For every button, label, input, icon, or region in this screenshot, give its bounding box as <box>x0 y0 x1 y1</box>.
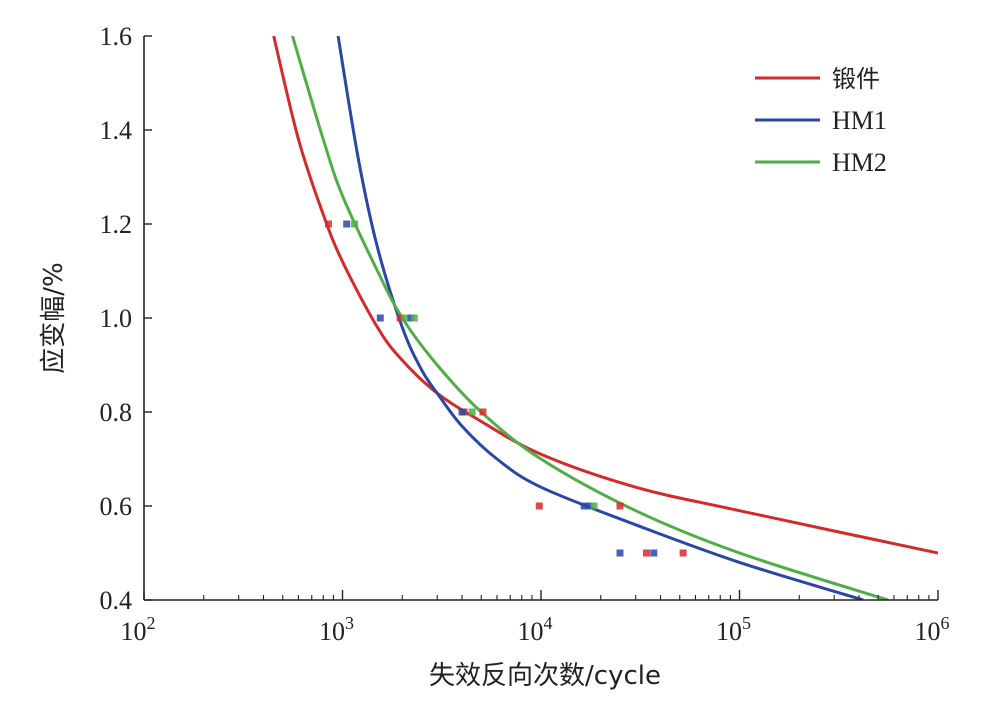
data-point <box>324 220 332 228</box>
data-point <box>400 314 408 322</box>
y-axis-title: 应变幅/% <box>39 262 69 373</box>
data-point <box>535 502 543 510</box>
data-point <box>616 549 624 557</box>
data-point <box>458 408 466 416</box>
data-point <box>351 220 359 228</box>
data-point <box>580 502 588 510</box>
axes-layer: 0.4 0.6 0.8 1.0 1.2 1.4 1.6 102 103 104 105 106 <box>100 22 950 646</box>
data-point <box>406 314 414 322</box>
legend-label: HM2 <box>832 148 887 177</box>
legend-label: HM1 <box>832 106 887 135</box>
data-point <box>410 314 418 322</box>
x-tick-label: 102 <box>121 613 156 646</box>
legend-label: 锻件 <box>832 65 880 93</box>
y-tick-label: 0.8 <box>100 398 133 427</box>
x-axis-title: 失效反向次数/cycle <box>429 661 661 691</box>
data-point <box>376 314 384 322</box>
y-tick-label: 0.6 <box>100 492 133 521</box>
data-point <box>585 502 593 510</box>
x-tick-label: 104 <box>518 613 553 646</box>
series-layer <box>272 36 938 600</box>
data-point <box>479 408 487 416</box>
y-tick-label: 1.2 <box>100 210 133 239</box>
y-tick-label: 1.6 <box>100 22 133 51</box>
data-point <box>396 314 404 322</box>
data-point <box>343 220 351 228</box>
x-tick-label: 106 <box>915 613 950 646</box>
y-tick-label: 1.0 <box>100 304 133 333</box>
data-point <box>468 408 476 416</box>
y-tick-label: 0.4 <box>100 586 133 615</box>
x-tick-label: 105 <box>716 613 751 646</box>
data-point <box>590 502 598 510</box>
legend: 锻件 HM1 HM2 <box>755 65 887 177</box>
series-line-HM1 <box>336 36 864 600</box>
data-point <box>679 549 687 557</box>
x-tick-label: 103 <box>319 613 354 646</box>
data-point <box>650 549 658 557</box>
y-tick-label: 1.4 <box>100 116 133 145</box>
series-line-HM2 <box>291 36 889 600</box>
data-point <box>616 502 624 510</box>
data-point <box>642 549 650 557</box>
